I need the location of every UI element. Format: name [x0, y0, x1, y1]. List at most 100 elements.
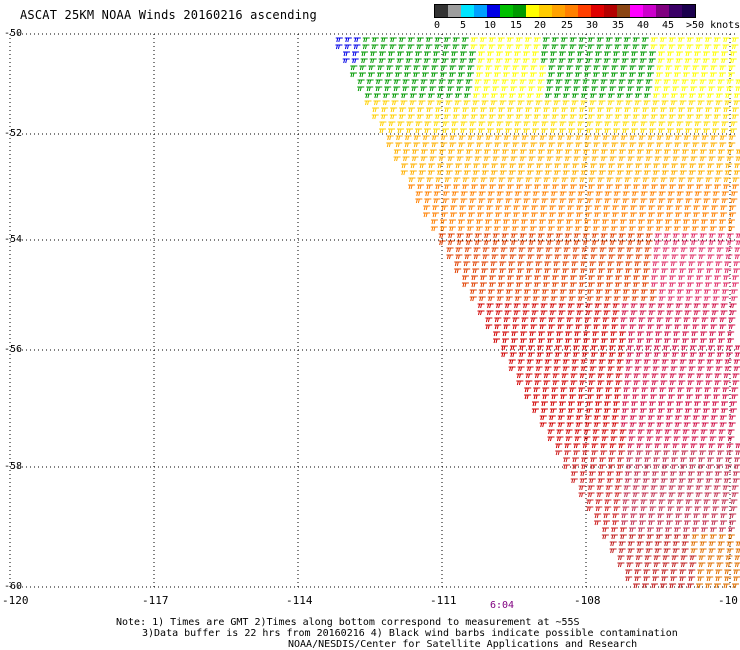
wind-barb	[630, 513, 638, 519]
wind-barb	[668, 114, 676, 120]
time-label: 6:04	[490, 600, 515, 611]
wind-barb	[534, 177, 542, 183]
wind-barb	[599, 254, 607, 260]
wind-barb	[606, 107, 614, 113]
wind-barb	[641, 485, 649, 491]
wind-barb	[430, 226, 438, 232]
wind-barb	[621, 205, 629, 211]
wind-barb	[465, 240, 473, 246]
wind-barb	[550, 128, 558, 134]
wind-barb	[711, 408, 719, 414]
wind-barb	[507, 177, 515, 183]
wind-barb	[460, 198, 468, 204]
wind-barb	[517, 170, 525, 176]
wind-barb	[526, 93, 534, 99]
wind-barb	[735, 450, 740, 456]
wind-barb	[529, 219, 537, 225]
wind-barb	[380, 37, 388, 43]
wind-barb	[442, 128, 450, 134]
wind-barb	[564, 233, 572, 239]
wind-barb	[566, 65, 574, 71]
wind-barb	[602, 317, 610, 323]
wind-barb	[462, 107, 470, 113]
wind-barb	[629, 65, 637, 71]
wind-barb	[601, 226, 609, 232]
wind-barb	[707, 562, 715, 568]
wind-barb	[367, 72, 375, 78]
wind-barb	[397, 121, 405, 127]
wind-barb	[421, 72, 429, 78]
wind-barb	[487, 289, 495, 295]
wind-barb	[351, 58, 359, 64]
wind-barb	[667, 401, 675, 407]
wind-barb	[490, 100, 498, 106]
wind-barb	[595, 191, 603, 197]
wind-barb	[565, 429, 573, 435]
wind-barb	[508, 261, 516, 267]
wind-barb	[608, 345, 616, 351]
wind-barb	[586, 128, 594, 134]
wind-barb	[717, 548, 725, 554]
wind-barb	[676, 121, 684, 127]
wind-barb	[471, 107, 479, 113]
wind-barb	[678, 373, 686, 379]
wind-barb	[503, 142, 511, 148]
wind-barb	[597, 471, 605, 477]
wind-barb	[643, 170, 651, 176]
wind-barb	[525, 275, 533, 281]
wind-barb	[678, 478, 686, 484]
wind-barb	[621, 513, 629, 519]
wind-barb	[613, 198, 621, 204]
wind-barb	[619, 436, 627, 442]
wind-barb	[645, 79, 653, 85]
wind-barb	[626, 254, 634, 260]
wind-barb	[438, 156, 446, 162]
wind-barb	[676, 506, 684, 512]
wind-barb	[638, 317, 646, 323]
wind-barb	[648, 303, 656, 309]
wind-barb	[454, 268, 462, 274]
wind-barb	[415, 128, 423, 134]
wind-barb	[641, 387, 649, 393]
wind-barb	[709, 436, 717, 442]
wind-barb	[544, 359, 552, 365]
wind-barb	[527, 163, 535, 169]
wind-barb	[511, 219, 519, 225]
wind-barb	[478, 121, 486, 127]
wind-barb	[462, 177, 470, 183]
wind-barb	[543, 275, 551, 281]
wind-barb	[633, 583, 641, 589]
wind-barb	[648, 58, 656, 64]
wind-barb	[516, 177, 524, 183]
wind-barb	[652, 268, 660, 274]
wind-barb	[540, 205, 548, 211]
wind-barb	[649, 51, 657, 57]
wind-barb	[571, 93, 579, 99]
wind-barb	[469, 198, 477, 204]
wind-barb	[702, 408, 710, 414]
wind-barb	[731, 485, 739, 491]
wind-barb	[730, 506, 738, 512]
wind-barb	[377, 65, 385, 71]
wind-barb	[561, 184, 569, 190]
legend-swatch	[500, 5, 513, 17]
wind-barb	[526, 100, 534, 106]
wind-barb	[546, 156, 554, 162]
wind-barb	[698, 254, 706, 260]
wind-barb	[509, 163, 517, 169]
wind-barb	[585, 408, 593, 414]
wind-barb	[660, 478, 668, 484]
wind-barb	[719, 324, 727, 330]
wind-barb	[647, 135, 655, 141]
wind-barb	[696, 583, 704, 589]
wind-barb	[528, 86, 536, 92]
wind-barb	[645, 233, 653, 239]
wind-barb	[633, 107, 641, 113]
wind-barb	[494, 142, 502, 148]
wind-barb	[727, 338, 735, 344]
wind-barb	[591, 156, 599, 162]
wind-barb	[451, 191, 459, 197]
wind-barb	[440, 142, 448, 148]
wind-barb	[555, 79, 563, 85]
wind-barb	[492, 156, 500, 162]
